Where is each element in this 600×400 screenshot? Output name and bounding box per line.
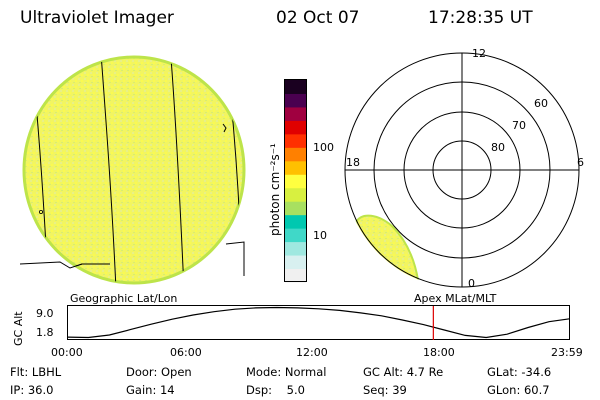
colorbar-band <box>285 93 306 108</box>
colorbar-band <box>285 255 306 270</box>
colorbar-band <box>285 147 306 162</box>
colorbar-band <box>285 268 306 283</box>
info-door: Door: Open <box>126 365 192 379</box>
altitude-x-tick-0600: 06:00 <box>170 346 202 359</box>
left-projection-label: Geographic Lat/Lon <box>70 292 178 305</box>
mlt-label-18: 18 <box>346 156 360 169</box>
auroral-oval-image <box>354 214 420 282</box>
info-mode: Mode: Normal <box>246 365 327 379</box>
colorbar-band <box>285 106 306 121</box>
altitude-x-tick-1800: 18:00 <box>423 346 455 359</box>
info-flt: Flt: LBHL <box>10 365 62 379</box>
colorbar-tick-10: 10 <box>313 229 327 242</box>
colorbar <box>284 79 307 283</box>
info-dsp: Dsp: 5.0 <box>246 383 305 397</box>
colorbar-tick-100: 100 <box>313 141 334 154</box>
lat-label-70: 70 <box>512 119 526 132</box>
colorbar-band <box>285 201 306 216</box>
island-marker <box>39 209 44 214</box>
disk-limb <box>22 55 246 285</box>
header-date: 02 Oct 07 <box>276 8 360 28</box>
mlt-label-12: 12 <box>472 47 486 60</box>
colorbar-band <box>285 133 306 148</box>
altitude-plot <box>67 305 570 340</box>
coastline <box>19 241 245 276</box>
info-gc-alt: GC Alt: 4.7 Re <box>363 365 444 379</box>
mlt-label-6: 6 <box>577 156 584 169</box>
colorbar-band <box>285 174 306 189</box>
colorbar-band <box>285 160 306 175</box>
colorbar-band <box>285 187 306 202</box>
mlt-label-0: 0 <box>468 277 475 290</box>
altitude-axis-title: GC Alt <box>12 311 25 346</box>
altitude-x-tick-2359: 23:59 <box>551 346 583 359</box>
lat-label-60: 60 <box>534 97 548 110</box>
polar-grid <box>344 52 580 288</box>
altitude-y-tick-min: 1.8 <box>36 326 54 339</box>
right-projection-label: Apex MLat/MLT <box>414 292 497 305</box>
colorbar-band <box>285 214 306 229</box>
info-seq: Seq: 39 <box>363 383 407 397</box>
altitude-x-tick-1200: 12:00 <box>296 346 328 359</box>
altitude-x-tick-0000: 00:00 <box>51 346 83 359</box>
coastline-fragment <box>222 123 227 133</box>
info-glon: GLon: 60.7 <box>487 383 550 397</box>
colorbar-band <box>285 241 306 256</box>
info-gain: Gain: 14 <box>126 383 175 397</box>
lat-label-80: 80 <box>491 141 505 154</box>
earth-disk <box>24 57 244 283</box>
altitude-line <box>67 306 570 339</box>
info-ip: IP: 36.0 <box>10 383 54 397</box>
info-glat: GLat: -34.6 <box>487 365 552 379</box>
instrument-title: Ultraviolet Imager <box>20 8 174 28</box>
colorbar-band <box>285 120 306 135</box>
altitude-y-tick-max: 9.0 <box>36 307 54 320</box>
header-time: 17:28:35 UT <box>428 8 533 28</box>
colorbar-band <box>285 228 306 243</box>
colorbar-band <box>285 80 306 94</box>
